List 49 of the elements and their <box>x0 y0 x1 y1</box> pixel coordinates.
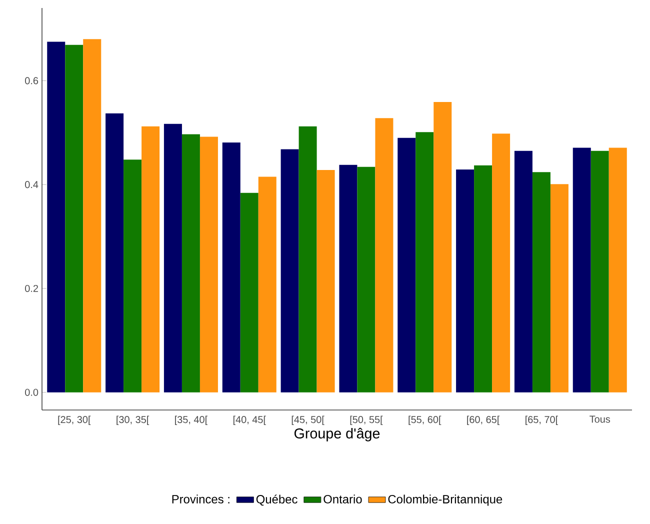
legend-label: Québec <box>256 494 298 506</box>
bar <box>492 134 510 392</box>
x-tick-label: Tous <box>590 416 610 423</box>
bar <box>608 148 627 392</box>
bar <box>357 166 376 392</box>
legend-title: Provinces : <box>172 494 230 504</box>
bar <box>316 170 335 392</box>
y-tick-label: 0.6 <box>25 77 38 84</box>
bar <box>550 184 568 392</box>
bar <box>200 136 218 392</box>
bar <box>142 126 160 392</box>
x-tick-label: [30, 35[ <box>116 416 150 426</box>
x-tick-label: [25, 30[ <box>58 416 91 426</box>
x-tick-label: [55, 60[ <box>408 416 442 426</box>
bar <box>532 172 550 392</box>
bar <box>590 150 609 392</box>
y-tick-label: 0.4 <box>25 181 38 188</box>
x-tick-label: [50, 55[ <box>350 416 383 426</box>
legend-label: Colombie-Britannique <box>388 494 502 506</box>
x-tick-label: [45, 50[ <box>292 416 324 426</box>
bar <box>47 42 66 392</box>
bar <box>298 126 317 392</box>
bar <box>258 176 276 392</box>
bar <box>240 192 258 392</box>
bar <box>375 118 394 392</box>
y-tick-label: 0.0 <box>25 388 38 396</box>
bar <box>398 138 416 392</box>
x-tick-label: [65, 70[ <box>526 416 558 426</box>
bar <box>456 170 474 392</box>
legend-label: Ontario <box>324 494 362 504</box>
bar <box>83 39 102 392</box>
x-tick-label: [40, 45[ <box>233 416 266 426</box>
bar <box>106 113 124 392</box>
bar <box>164 124 182 392</box>
bar <box>339 164 358 392</box>
bar <box>222 142 240 392</box>
bar <box>572 148 591 392</box>
bar <box>182 134 200 392</box>
bar <box>474 165 492 392</box>
x-axis-title: Groupe d'âge <box>294 428 380 442</box>
y-tick-label: 0.2 <box>25 284 38 292</box>
x-tick-label: [60, 65[ <box>467 416 500 426</box>
bar <box>434 102 452 392</box>
x-tick-label: [35, 40[ <box>175 416 208 426</box>
bar <box>124 160 142 392</box>
bar <box>280 149 299 392</box>
bar <box>65 44 84 392</box>
bar <box>416 132 434 392</box>
bar <box>514 150 532 392</box>
